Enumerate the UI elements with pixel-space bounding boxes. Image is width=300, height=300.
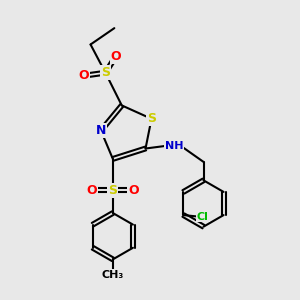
Text: N: N bbox=[96, 124, 106, 137]
Text: Cl: Cl bbox=[197, 212, 209, 222]
Text: S: S bbox=[101, 66, 110, 79]
Text: O: O bbox=[110, 50, 121, 63]
Text: O: O bbox=[87, 184, 98, 196]
Text: CH₃: CH₃ bbox=[102, 270, 124, 280]
Text: O: O bbox=[79, 69, 89, 82]
Text: S: S bbox=[108, 184, 117, 196]
Text: NH: NH bbox=[164, 140, 183, 151]
Text: S: S bbox=[147, 112, 156, 125]
Text: O: O bbox=[128, 184, 139, 196]
